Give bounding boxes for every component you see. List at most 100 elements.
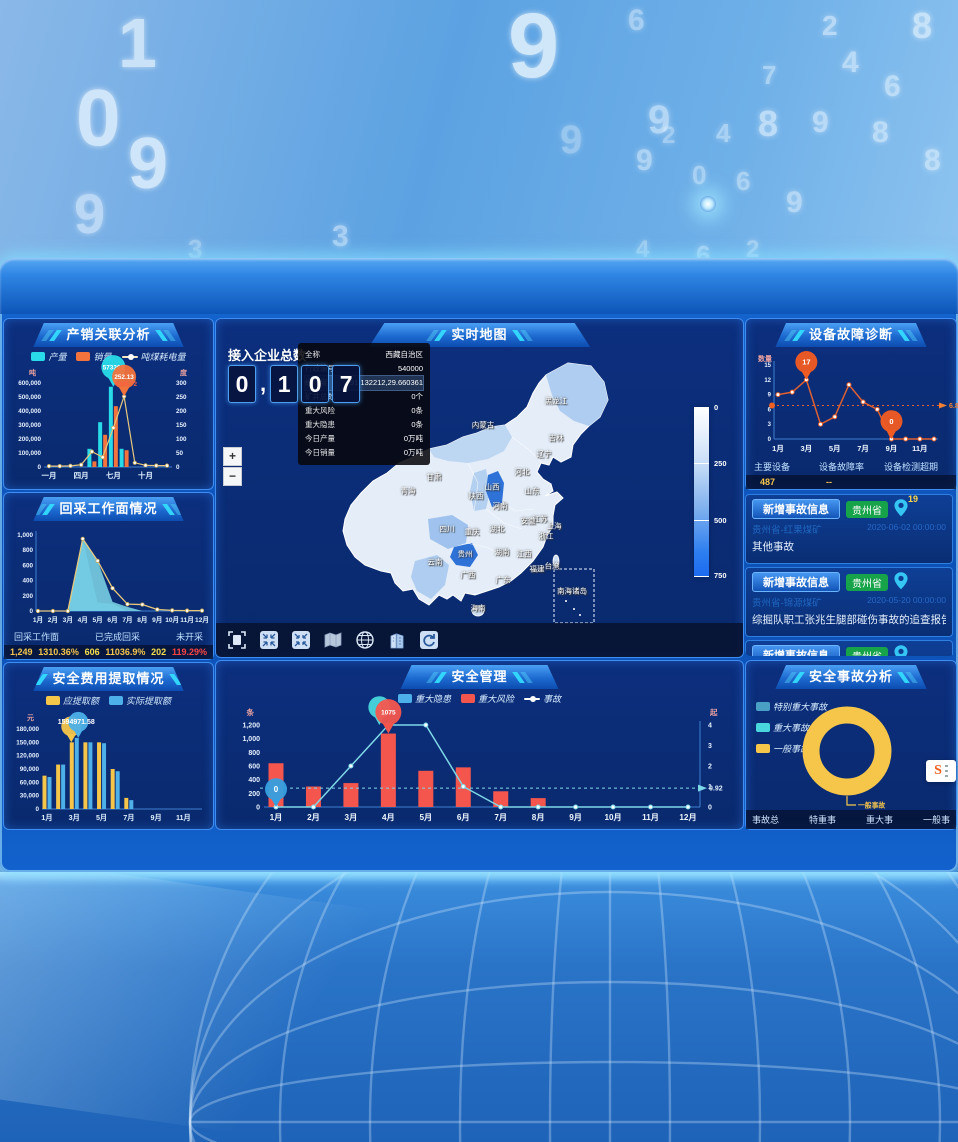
svg-text:180,000: 180,000: [16, 726, 39, 733]
svg-text:0: 0: [708, 805, 712, 812]
legend-label: 重大隐患: [414, 694, 451, 704]
svg-text:12: 12: [764, 378, 771, 384]
svg-text:6: 6: [768, 407, 772, 413]
collapse-icon[interactable]: [290, 629, 312, 651]
light-band: [0, 872, 958, 886]
expand-icon[interactable]: [258, 629, 280, 651]
panel-mining-face: 回采工作面情况 1,000 800 600 400 200 0 1月 2月 3月 4月 5月 6月 7月…: [3, 492, 214, 660]
svg-text:100: 100: [176, 436, 187, 443]
dashboard-header: [0, 258, 958, 314]
stat-label: 主要设备: [754, 462, 791, 472]
legend-label: 事故: [543, 694, 562, 704]
svg-text:1: 1: [708, 784, 712, 791]
title-slash-right-icon: [168, 673, 182, 685]
china-map[interactable]: [216, 333, 743, 633]
svg-text:800: 800: [248, 750, 260, 757]
scale-tick: 250: [714, 459, 727, 468]
accident-time: 2020-06-02 00:00:00: [867, 522, 946, 532]
tooltip-row: 重大隐患 0条: [305, 420, 423, 429]
mgmt-swatch-line: [524, 695, 540, 702]
building-icon[interactable]: [386, 629, 408, 651]
backdrop-digit: 4: [842, 46, 859, 79]
svg-text:条: 条: [246, 707, 255, 717]
svg-text:100,000: 100,000: [18, 450, 41, 457]
accident-time: 2020-05-20 00:00:00: [867, 595, 946, 605]
screenshot-tool-button[interactable]: S: [926, 760, 956, 782]
analysis-title-bar: 安全事故分析: [775, 665, 927, 689]
accident-card: 新增事故信息 贵州省 贵州省-锦源煤矿 2020-05-20 00:00:00 …: [745, 567, 953, 637]
s-icon: S: [934, 763, 942, 778]
legend-label: 产量: [48, 352, 67, 362]
svg-text:0: 0: [176, 464, 180, 471]
svg-text:4月: 4月: [382, 813, 395, 822]
backdrop-digit: 3: [188, 234, 203, 264]
svg-text:7月: 7月: [494, 813, 507, 822]
stat-value: [884, 477, 950, 487]
backdrop-digit: 9: [786, 186, 803, 219]
svg-text:9: 9: [768, 393, 772, 399]
panel-safety-fee: 安全费用提取情况 应提取额 实际提取额 180,000 150,000 120,00…: [3, 662, 214, 830]
panel-safety-management: 安全管理 重大隐患 重大风险 事故 1,200 1,000 800 600 400 200…: [215, 660, 744, 830]
backdrop-digit: 9: [508, 0, 560, 97]
counter-digit: 0: [301, 365, 330, 403]
svg-text:1075: 1075: [381, 709, 396, 716]
backdrop-digit: 3: [332, 220, 349, 253]
map-mode-icon[interactable]: [322, 629, 344, 651]
svg-text:10月: 10月: [604, 813, 621, 822]
svg-text:11月: 11月: [180, 616, 194, 624]
scan-icon[interactable]: [226, 629, 248, 651]
svg-text:3月: 3月: [69, 813, 80, 822]
svg-text:10月: 10月: [165, 616, 179, 624]
svg-text:0.92: 0.92: [709, 786, 723, 793]
svg-text:1,000: 1,000: [17, 532, 33, 539]
backdrop-digit: 1: [118, 4, 157, 82]
backdrop-digit: 4: [716, 118, 731, 148]
legend-label: 一般事故: [773, 744, 810, 754]
stat-label: 设备故障率: [819, 462, 865, 472]
svg-text:11月: 11月: [912, 444, 927, 453]
stat-value: 1,249: [10, 647, 33, 657]
backdrop-digit: 0: [76, 73, 121, 162]
svg-text:600: 600: [248, 764, 260, 771]
mgmt-swatch-1: [397, 694, 412, 703]
svg-text:0: 0: [256, 805, 260, 812]
zoom-in-button[interactable]: +: [223, 447, 242, 466]
svg-text:七月: 七月: [106, 470, 121, 480]
svg-text:1月: 1月: [772, 444, 784, 453]
svg-text:200: 200: [22, 593, 33, 600]
refresh-icon[interactable]: [418, 629, 440, 651]
safety-management-chart: 1,200 1,000 800 600 400 200 0 4 3 2 1 0 条 起 1月 2月 3月 4月 5月…: [242, 696, 723, 822]
svg-text:150: 150: [176, 422, 187, 429]
title-slash-right-icon: [897, 671, 910, 683]
backdrop-digit: 4: [636, 236, 650, 263]
backdrop-digit: 9: [812, 106, 829, 139]
title-slash-right-icon: [154, 329, 168, 341]
svg-text:3月: 3月: [801, 444, 813, 453]
globe-icon[interactable]: [354, 629, 376, 651]
new-accident-button[interactable]: 新增事故信息: [752, 572, 840, 592]
zoom-out-button[interactable]: −: [223, 467, 242, 486]
svg-text:0: 0: [274, 785, 279, 794]
panel-equipment-diagnosis: 设备故障诊断 15 12 9 6 3 0 数量 1月 3月 5月 7月 9月 11月 6.8 17 0 主要设…: [745, 318, 958, 490]
fee-title: 安全费用提取情况: [52, 671, 165, 686]
svg-text:400: 400: [248, 777, 260, 784]
accident-card: 新增事故信息 贵州省: [745, 640, 953, 656]
backdrop-digit: 9: [560, 118, 583, 162]
svg-text:2: 2: [708, 764, 712, 771]
title-slash-left-icon: [792, 671, 805, 683]
stat-label: 回采工作面: [14, 632, 60, 642]
counter-digit: 0: [228, 365, 256, 403]
svg-text:度: 度: [180, 368, 188, 377]
stat-label: 特重事: [808, 815, 836, 825]
svg-text:1,200: 1,200: [242, 723, 260, 730]
analysis-footer: 事故总 特重事 重大事 一般事: [746, 810, 956, 829]
new-accident-button[interactable]: 新增事故信息: [752, 645, 840, 656]
tooltip-row: 今日产量 0万吨: [305, 434, 423, 443]
counter-digit: 7: [332, 365, 361, 403]
svg-text:600: 600: [22, 562, 33, 569]
mgmt-title: 安全管理: [451, 669, 508, 684]
globe-wireframe: [188, 872, 958, 1142]
svg-text:300,000: 300,000: [18, 422, 41, 429]
new-accident-button[interactable]: 新增事故信息: [752, 499, 840, 519]
stat-label: 重大事: [865, 815, 893, 825]
